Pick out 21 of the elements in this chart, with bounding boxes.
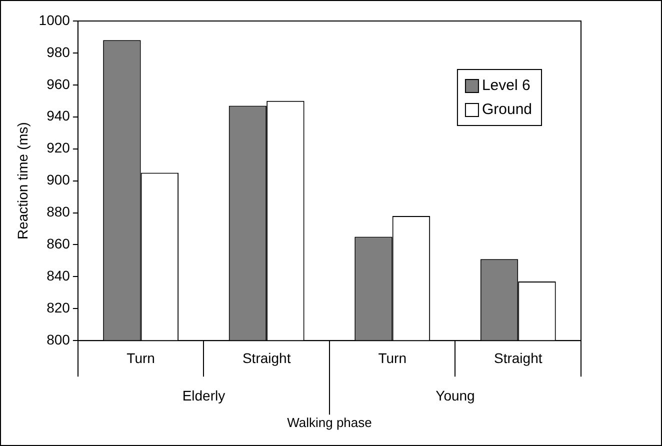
legend-label: Ground <box>482 101 532 118</box>
x-tick-label: Turn <box>126 350 155 366</box>
y-tick-label: 940 <box>46 108 70 124</box>
y-tick-label: 880 <box>46 204 70 220</box>
y-tick-label: 820 <box>46 300 70 316</box>
y-axis-title: Reaction time (ms) <box>14 122 30 240</box>
x-tick-label: Straight <box>242 350 291 366</box>
x-tick-label: Straight <box>494 350 542 366</box>
legend-label: Level 6 <box>482 77 530 94</box>
y-tick-label: 1000 <box>38 12 70 28</box>
text: Young <box>436 387 475 404</box>
x-axis-title: Walking phase <box>287 414 372 430</box>
y-tick-label: 980 <box>46 44 70 60</box>
x-tick-label: Turn <box>378 350 406 366</box>
y-tick-label: 840 <box>46 268 70 284</box>
y-tick-label: 900 <box>46 172 70 188</box>
y-tick-label: 920 <box>46 140 70 156</box>
y-tick-label: 860 <box>46 236 70 252</box>
y-tick-label: 800 <box>46 331 70 348</box>
y-tick-label: 960 <box>46 76 70 92</box>
text: Elderly <box>182 387 226 404</box>
